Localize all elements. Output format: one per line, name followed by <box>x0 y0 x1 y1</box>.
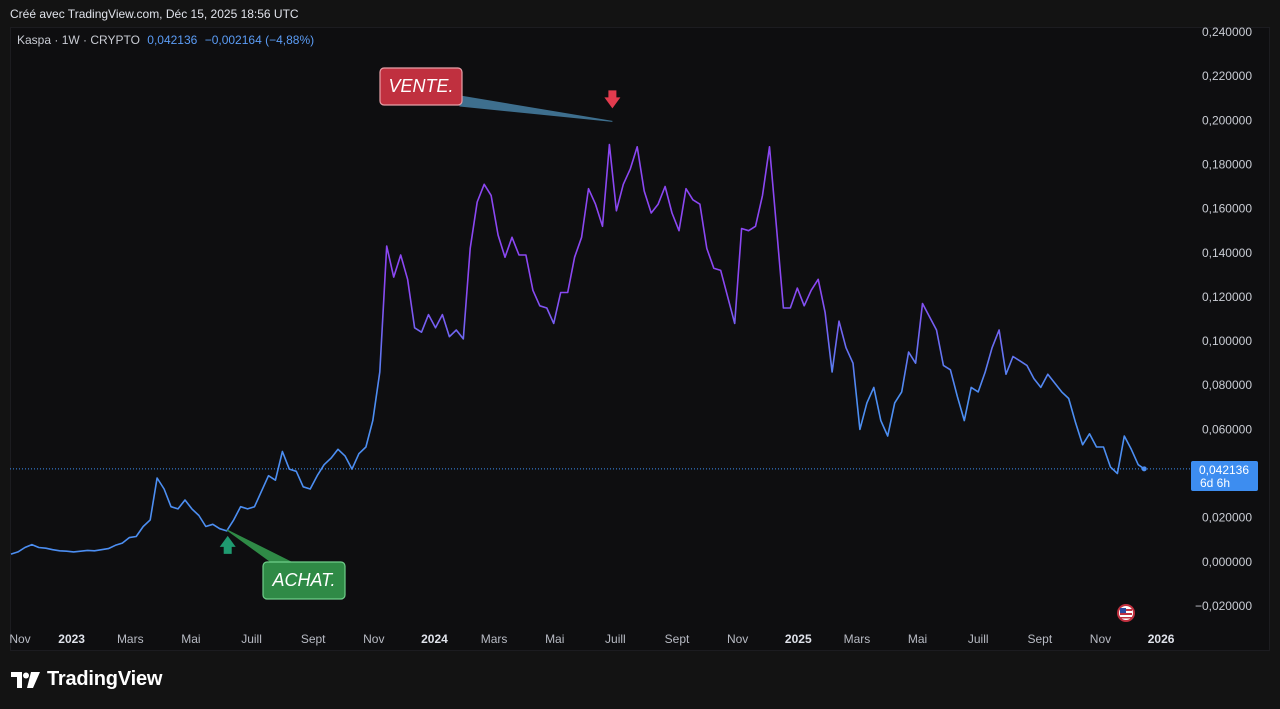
y-tick-label: −0,020000 <box>1195 599 1252 613</box>
callout-box <box>379 67 463 106</box>
sell-callout[interactable]: VENTE. <box>379 67 621 122</box>
callout-label: VENTE. <box>388 76 453 96</box>
x-tick-label: Juill <box>241 632 262 646</box>
y-tick-label: 0,200000 <box>1202 113 1252 127</box>
y-tick-label: 0,160000 <box>1202 202 1252 216</box>
x-tick-label: Mars <box>844 632 871 646</box>
x-tick-label: 2023 <box>58 632 85 646</box>
x-tick-label: Juill <box>605 632 626 646</box>
y-tick-label: 0,100000 <box>1202 334 1252 348</box>
price-change: −0,002164 (−4,88%) <box>204 33 315 47</box>
tradingview-logo-icon <box>11 671 40 688</box>
x-tick-label: Mai <box>181 632 200 646</box>
price-tag: 0,042136 6d 6h <box>1191 461 1258 491</box>
chart-frame[interactable] <box>10 27 1270 651</box>
price-tag-countdown: 6d 6h <box>1200 476 1230 490</box>
x-tick-label: Juill <box>968 632 989 646</box>
series-line <box>10 143 1145 555</box>
y-tick-label: 0,140000 <box>1202 246 1252 260</box>
x-tick-label: Nov <box>1090 632 1111 646</box>
x-tick-label: 2026 <box>1148 632 1175 646</box>
symbol-legend[interactable]: Kaspa · 1W · CRYPTO 0,042136 −0,002164 (… <box>17 33 314 47</box>
x-tick-label: Mai <box>545 632 564 646</box>
x-tick-label: 2025 <box>785 632 812 646</box>
last-price-dot <box>1141 466 1147 472</box>
x-tick-label: Mars <box>481 632 508 646</box>
y-tick-label: 0,180000 <box>1202 157 1252 171</box>
symbol-name: Kaspa · 1W · CRYPTO <box>17 33 140 47</box>
x-tick-label: Nov <box>363 632 384 646</box>
callout-label: ACHAT. <box>271 570 335 590</box>
x-axis[interactable]: Nov 2023 Mars Mai Juill Sept Nov 2024 Mars Mai Jui… <box>9 632 1174 646</box>
chart-caption: Créé avec TradingView.com, Déc 15, 2025 … <box>10 7 299 21</box>
last-price: 0,042136 <box>147 33 198 47</box>
y-axis[interactable]: 0,240000 0,220000 0,200000 0,180000 0,160000… <box>1195 25 1252 613</box>
tradingview-logo[interactable]: TradingView <box>11 668 162 691</box>
buy-callout[interactable]: ACHAT. <box>219 529 346 600</box>
x-tick-label: Sept <box>301 632 326 646</box>
x-tick-label: 2024 <box>421 632 448 646</box>
x-tick-label: Mars <box>117 632 144 646</box>
y-tick-label: 0,240000 <box>1202 25 1252 39</box>
annotations[interactable]: VENTE. ACHAT. <box>219 67 621 600</box>
x-tick-label: Sept <box>665 632 690 646</box>
x-tick-label: Mai <box>908 632 927 646</box>
us-flag-icon[interactable] <box>1117 604 1135 622</box>
buy-arrow-icon <box>219 535 236 554</box>
y-tick-label: 0,220000 <box>1202 69 1252 83</box>
y-tick-label: 0,020000 <box>1202 511 1252 525</box>
y-tick-label: 0,120000 <box>1202 290 1252 304</box>
brand-name: TradingView <box>47 668 163 690</box>
y-tick-label: 0,060000 <box>1202 422 1252 436</box>
y-tick-label: 0,080000 <box>1202 378 1252 392</box>
x-tick-label: Sept <box>1027 632 1052 646</box>
x-tick-label: Nov <box>727 632 748 646</box>
x-tick-label: Nov <box>9 632 30 646</box>
sell-arrow-icon <box>604 90 621 109</box>
price-tag-value: 0,042136 <box>1199 463 1249 477</box>
y-tick-label: 0,000000 <box>1202 555 1252 569</box>
callout-box <box>262 561 346 600</box>
